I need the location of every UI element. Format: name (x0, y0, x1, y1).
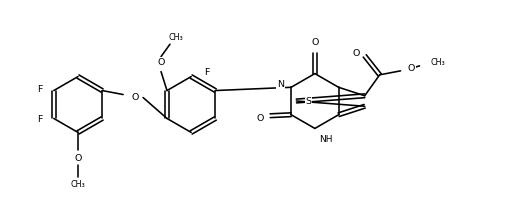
Text: O: O (311, 38, 319, 47)
Text: N: N (277, 80, 284, 89)
Text: O: O (132, 93, 139, 102)
Text: O: O (408, 64, 415, 73)
Text: O: O (257, 114, 264, 123)
Text: NH: NH (319, 135, 332, 144)
Text: O: O (352, 49, 359, 58)
Text: O: O (74, 154, 82, 163)
Text: CH₃: CH₃ (430, 58, 446, 67)
Text: O: O (157, 58, 165, 67)
Text: S: S (306, 96, 311, 106)
Text: F: F (37, 85, 43, 94)
Text: CH₃: CH₃ (70, 180, 85, 189)
Text: CH₃: CH₃ (169, 33, 184, 42)
Text: F: F (37, 115, 43, 124)
Text: F: F (204, 68, 209, 77)
